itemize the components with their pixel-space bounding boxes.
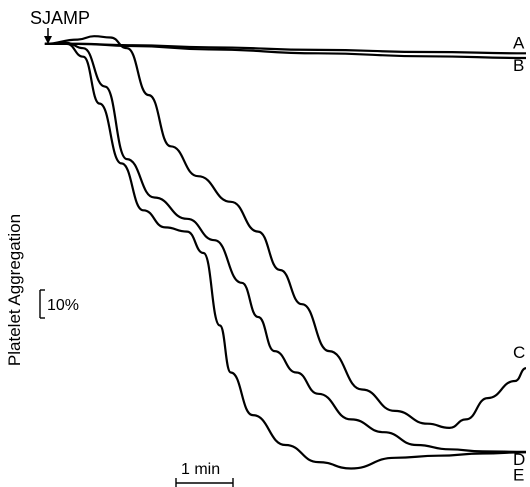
trace-label-e: E	[513, 465, 524, 484]
trace-label-a: A	[513, 33, 525, 52]
sjamp-arrow	[44, 28, 52, 44]
time-scale-label: 1 min	[181, 461, 220, 478]
trace-d	[44, 41, 527, 453]
time-scale-bar	[175, 478, 234, 487]
trace-b	[44, 42, 527, 60]
trace-label-b: B	[513, 56, 524, 75]
percent-scale-bar	[39, 289, 45, 319]
trace-e	[44, 42, 527, 470]
percent-scale-label: 10%	[47, 297, 79, 314]
sjamp-label: SJAMP	[30, 8, 90, 28]
trace-c	[44, 35, 527, 429]
trace-label-c: C	[513, 343, 525, 362]
y-axis-label: Platelet Aggregation	[5, 214, 24, 366]
trace-label-d: D	[513, 450, 525, 469]
